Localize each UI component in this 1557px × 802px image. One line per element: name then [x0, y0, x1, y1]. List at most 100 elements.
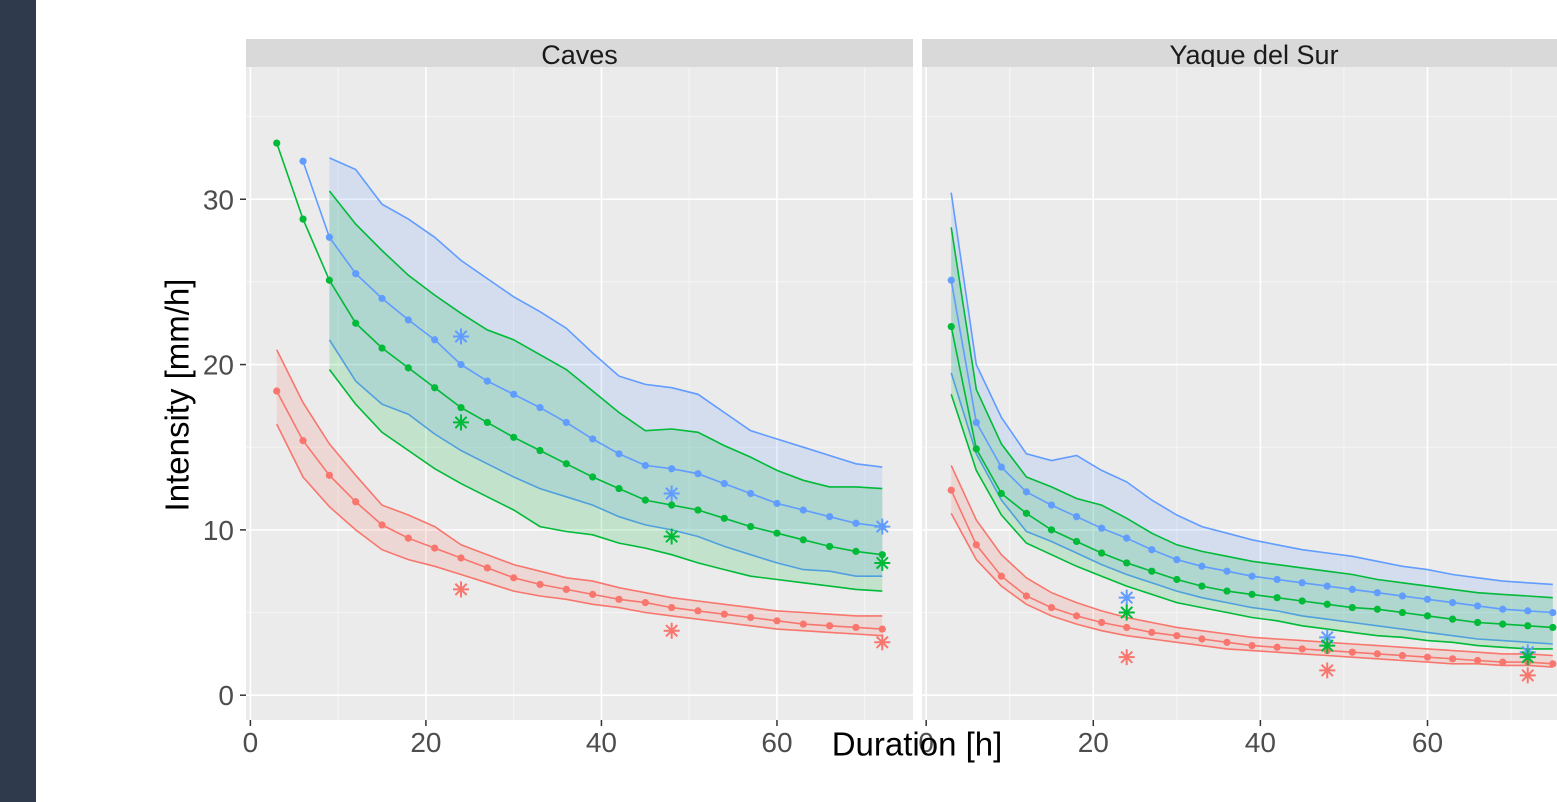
data-point — [773, 499, 781, 508]
data-point — [378, 344, 386, 352]
data-point — [1298, 597, 1306, 605]
data-point — [1248, 572, 1256, 580]
data-point — [773, 617, 781, 625]
observed-star-marker — [1519, 649, 1536, 666]
data-point — [694, 506, 702, 514]
data-point — [1298, 579, 1306, 587]
data-point — [1123, 534, 1131, 542]
data-point — [536, 580, 544, 589]
data-point — [641, 599, 649, 607]
data-point — [536, 403, 544, 412]
data-point — [352, 319, 360, 327]
data-point — [615, 484, 623, 493]
panel-caves: Caves — [246, 39, 913, 720]
data-point — [404, 534, 412, 542]
data-point — [1499, 620, 1507, 628]
data-point — [1348, 648, 1356, 656]
data-point — [720, 479, 728, 488]
star-stroke — [875, 635, 889, 649]
panel-content — [947, 192, 1557, 684]
data-point — [273, 387, 281, 395]
data-point — [668, 465, 676, 473]
data-point — [1173, 575, 1181, 584]
data-point — [1047, 603, 1056, 612]
y-tick-label: 30 — [203, 184, 234, 215]
star-stroke — [454, 416, 468, 429]
data-point — [325, 276, 333, 284]
data-point — [1223, 587, 1231, 595]
data-point — [615, 595, 623, 603]
data-point — [325, 471, 333, 479]
x-tick-label: 20 — [1078, 727, 1109, 758]
data-point — [1148, 628, 1156, 636]
confidence-band — [951, 227, 1553, 649]
panel-background — [246, 67, 913, 720]
data-point — [1448, 599, 1457, 607]
data-point — [1448, 655, 1457, 663]
data-point — [720, 514, 728, 522]
data-point — [972, 541, 980, 549]
data-point — [1273, 643, 1281, 651]
data-point — [562, 585, 570, 594]
data-point — [668, 603, 676, 612]
data-point — [1298, 645, 1306, 653]
star-stroke — [1320, 664, 1334, 677]
data-point — [299, 157, 307, 165]
band-upper-line — [950, 192, 1553, 586]
x-tick-label: 40 — [1245, 727, 1276, 758]
strip-label-yaque-del-sur: Yaque del Sur — [1169, 40, 1338, 70]
data-point — [1499, 658, 1507, 666]
observed-star-marker — [663, 485, 680, 502]
data-point — [589, 590, 597, 598]
data-point — [826, 542, 834, 551]
star-stroke — [454, 583, 468, 596]
y-tick-label: 10 — [203, 515, 234, 546]
observed-star-marker — [1118, 589, 1135, 606]
star-stroke — [665, 487, 679, 500]
data-point — [1198, 582, 1206, 590]
band-lower-line — [950, 372, 1553, 645]
data-point — [1323, 582, 1331, 590]
data-point — [826, 622, 834, 630]
data-point — [1022, 488, 1031, 496]
data-point — [273, 139, 281, 147]
strip-caves — [246, 39, 913, 67]
data-point — [483, 564, 491, 572]
data-point — [483, 418, 491, 427]
data-point — [1098, 618, 1106, 627]
data-point — [1022, 509, 1031, 517]
data-point — [1273, 594, 1281, 602]
x-tick-label: 60 — [1412, 727, 1443, 758]
observed-star-marker — [874, 518, 891, 535]
data-point — [773, 529, 781, 537]
data-point — [1148, 546, 1156, 554]
data-point — [694, 607, 702, 615]
x-tick-label: 60 — [761, 727, 792, 758]
star-stroke — [875, 520, 889, 533]
star-stroke — [1521, 669, 1535, 682]
data-point — [352, 270, 360, 278]
data-point — [641, 461, 649, 470]
data-point — [457, 403, 465, 412]
data-point — [483, 377, 491, 385]
data-point — [562, 460, 570, 468]
data-point — [668, 501, 676, 509]
data-point — [747, 489, 755, 498]
data-point — [1549, 623, 1557, 632]
data-point — [1173, 632, 1181, 640]
y-axis-title: Intensity [mm/h] — [159, 279, 196, 512]
data-point — [589, 435, 597, 443]
data-point — [1123, 559, 1131, 567]
data-point — [1072, 513, 1081, 521]
data-point — [1198, 635, 1206, 643]
data-point — [352, 498, 360, 506]
data-point — [562, 418, 570, 427]
observed-star-marker — [1118, 604, 1135, 621]
band-lower-line — [950, 513, 1553, 668]
data-point — [1423, 612, 1432, 620]
observed-star-marker — [663, 528, 680, 545]
data-point — [615, 450, 623, 458]
data-point — [947, 322, 955, 331]
axes: 0 20 40 60 0 20 40 60 0 10 20 30 — [203, 184, 1443, 758]
data-point — [431, 544, 439, 552]
